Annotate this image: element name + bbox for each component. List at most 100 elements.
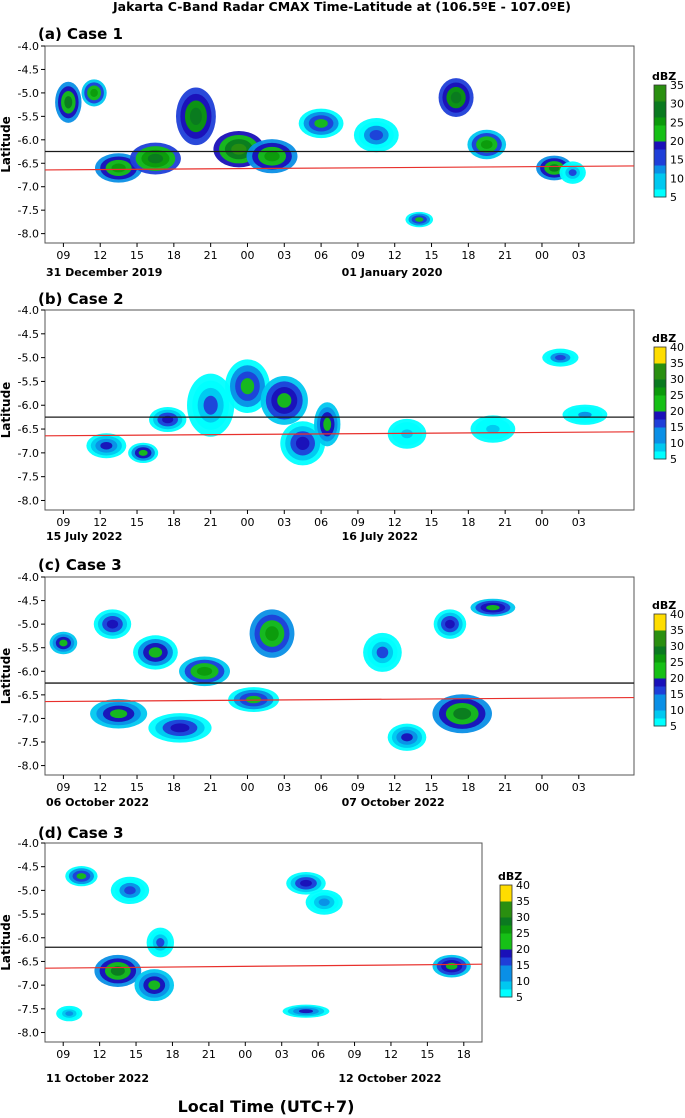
y-tick-label: -7.0 xyxy=(18,712,39,725)
x-tick-label: 12 xyxy=(93,1048,107,1061)
colorbar-tick-label: 5 xyxy=(670,720,677,733)
colorbar-cell xyxy=(654,670,666,679)
y-tick-label: -5.0 xyxy=(18,352,39,365)
colorbar-cell xyxy=(654,109,666,118)
colorbar-cell xyxy=(654,93,666,102)
colorbar-cell xyxy=(654,630,666,639)
x-tick-label: 15 xyxy=(425,781,439,794)
colorbar-tick-label: 20 xyxy=(516,943,530,956)
y-tick-label: -6.0 xyxy=(18,134,39,147)
x-tick-label: 18 xyxy=(461,516,475,529)
colorbar-cell xyxy=(654,363,666,372)
y-tick-label: -7.0 xyxy=(18,181,39,194)
colorbar-tick-label: 20 xyxy=(670,405,684,418)
colorbar-tick-label: 5 xyxy=(516,991,523,1004)
colorbar-cell xyxy=(654,686,666,695)
colorbar-cell xyxy=(654,173,666,182)
colorbar-unit: dBZ xyxy=(652,599,676,612)
y-tick-label: -5.0 xyxy=(18,884,39,897)
x-tick-label: 18 xyxy=(167,781,181,794)
y-tick-label: -6.0 xyxy=(18,399,39,412)
colorbar-cell xyxy=(654,694,666,703)
x-tick-label: 09 xyxy=(56,1048,70,1061)
echo-cell xyxy=(415,217,424,222)
colorbar-cell xyxy=(654,117,666,126)
panel-title: (d) Case 3 xyxy=(38,824,124,842)
echo-cell xyxy=(323,417,332,431)
echo-cell xyxy=(65,1011,74,1016)
y-tick-label: -4.5 xyxy=(18,63,39,76)
echo-cell xyxy=(277,393,292,408)
colorbar-tick-label: 15 xyxy=(516,959,530,972)
y-axis-label: Latitude xyxy=(0,382,13,439)
colorbar-cell xyxy=(500,885,512,894)
colorbar-cell xyxy=(500,941,512,950)
echo-cell xyxy=(231,143,247,155)
colorbar-cell xyxy=(654,355,666,364)
x-axis-label: Local Time (UTC+7) xyxy=(178,1097,355,1116)
y-tick-label: -7.5 xyxy=(18,1003,39,1016)
x-tick-label: 18 xyxy=(165,1048,179,1061)
echo-cell xyxy=(64,96,73,109)
echo-cell xyxy=(156,938,165,947)
date-label-day2: 16 July 2022 xyxy=(342,530,418,543)
echo-cell xyxy=(445,962,458,970)
echo-cell xyxy=(300,879,312,887)
x-tick-label: 06 xyxy=(314,249,328,262)
y-tick-label: -5.5 xyxy=(18,375,39,388)
colorbar-tick-label: 15 xyxy=(670,688,684,701)
x-tick-label: 21 xyxy=(498,249,512,262)
colorbar-cell xyxy=(654,387,666,396)
echo-cell xyxy=(106,619,119,629)
y-tick-label: -4.0 xyxy=(18,837,39,850)
colorbar-cell xyxy=(500,957,512,966)
y-tick-label: -8.0 xyxy=(18,1027,39,1040)
panel-b: (b) Case 2-4.0 -4.5 -5.0 -5.5 -6.0 -6.5 -7.0 -7… xyxy=(0,290,684,543)
echo-cell xyxy=(265,626,279,641)
plot-frame xyxy=(44,309,635,511)
x-tick-label: 21 xyxy=(498,781,512,794)
date-label-day1: 11 October 2022 xyxy=(46,1072,149,1085)
colorbar-cell xyxy=(654,662,666,671)
echo-cell xyxy=(568,169,577,177)
colorbar-cell xyxy=(654,614,666,623)
y-tick-label: -5.5 xyxy=(18,908,39,921)
colorbar-cell xyxy=(500,901,512,910)
echo-cell xyxy=(189,107,202,125)
y-tick-label: -5.0 xyxy=(18,87,39,100)
colorbar-tick-label: 15 xyxy=(670,421,684,434)
date-label-day1: 15 July 2022 xyxy=(46,530,122,543)
x-tick-label: 15 xyxy=(130,516,144,529)
y-tick-label: -6.0 xyxy=(18,665,39,678)
echo-cell xyxy=(148,980,161,990)
colorbar-cell xyxy=(500,917,512,926)
colorbar-cell xyxy=(654,133,666,142)
colorbar-tick-label: 25 xyxy=(670,389,684,402)
y-tick-label: -6.0 xyxy=(18,932,39,945)
x-tick-label: 15 xyxy=(129,1048,143,1061)
y-tick-label: -4.0 xyxy=(18,304,39,317)
echo-field xyxy=(56,866,471,1022)
y-axis-label: Latitude xyxy=(0,116,13,173)
echo-cell xyxy=(264,151,280,162)
y-tick-label: -7.5 xyxy=(18,736,39,749)
colorbar-cell xyxy=(654,403,666,412)
x-tick-label: 00 xyxy=(240,781,254,794)
echo-cell xyxy=(110,966,125,976)
colorbar-tick-label: 25 xyxy=(516,927,530,940)
red-reference-line xyxy=(44,963,483,969)
y-tick-label: -6.5 xyxy=(18,423,39,436)
echo-cell xyxy=(453,707,472,720)
y-tick-label: -7.5 xyxy=(18,471,39,484)
x-tick-label: 18 xyxy=(461,249,475,262)
colorbar-frame xyxy=(653,84,667,198)
colorbar-cell xyxy=(500,925,512,934)
panel-a: (a) Case 1-4.0 -4.5 -5.0 -5.5 -6.0 -6.5 -7.0 -7… xyxy=(0,25,684,279)
echo-cell xyxy=(376,646,389,659)
colorbar-cell xyxy=(654,646,666,655)
echo-cell xyxy=(480,140,493,149)
colorbar-tick-label: 30 xyxy=(516,911,530,924)
panel-title: (b) Case 2 xyxy=(38,290,124,308)
echo-cell xyxy=(148,647,163,658)
